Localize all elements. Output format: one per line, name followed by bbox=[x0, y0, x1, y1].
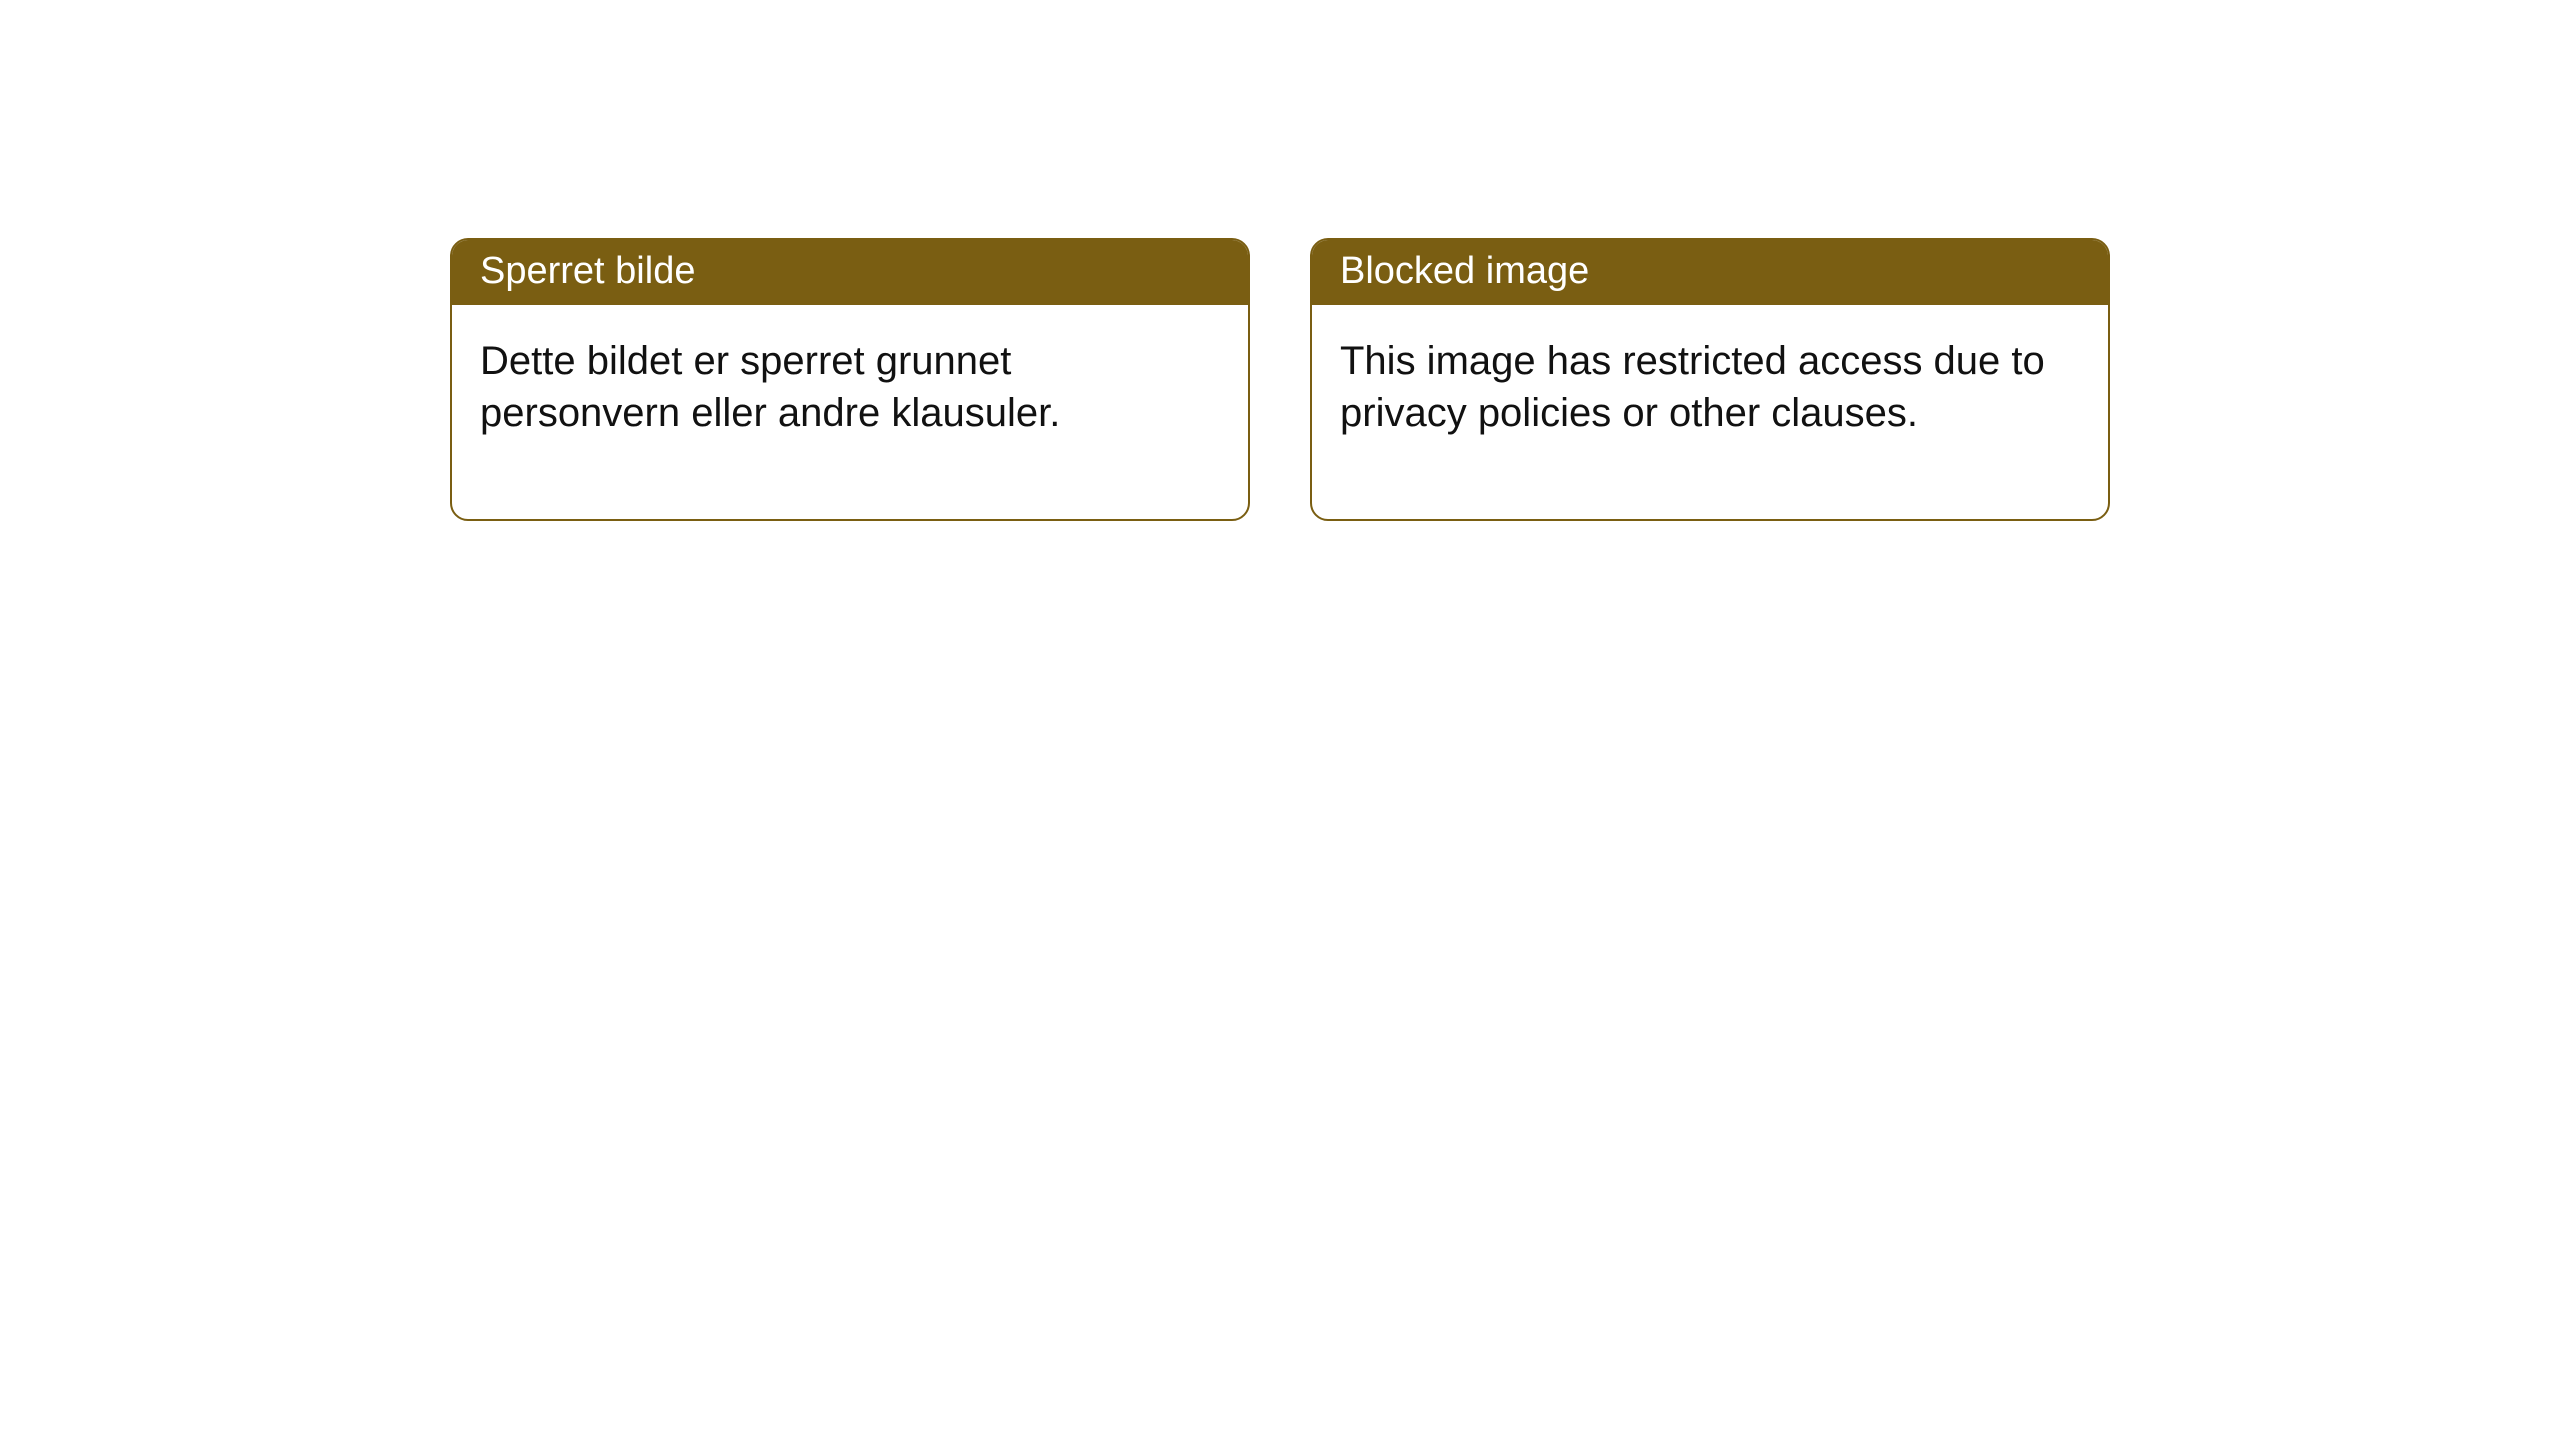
notice-container: Sperret bilde Dette bildet er sperret gr… bbox=[0, 0, 2560, 521]
notice-body: Dette bildet er sperret grunnet personve… bbox=[452, 305, 1248, 519]
notice-header: Sperret bilde bbox=[452, 240, 1248, 305]
notice-box-english: Blocked image This image has restricted … bbox=[1310, 238, 2110, 521]
notice-box-norwegian: Sperret bilde Dette bildet er sperret gr… bbox=[450, 238, 1250, 521]
notice-header: Blocked image bbox=[1312, 240, 2108, 305]
notice-body: This image has restricted access due to … bbox=[1312, 305, 2108, 519]
